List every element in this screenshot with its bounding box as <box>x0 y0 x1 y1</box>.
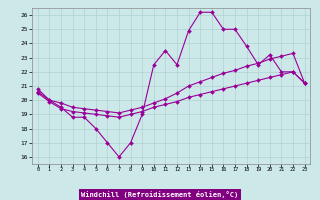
Text: Windchill (Refroidissement éolien,°C): Windchill (Refroidissement éolien,°C) <box>81 191 239 198</box>
